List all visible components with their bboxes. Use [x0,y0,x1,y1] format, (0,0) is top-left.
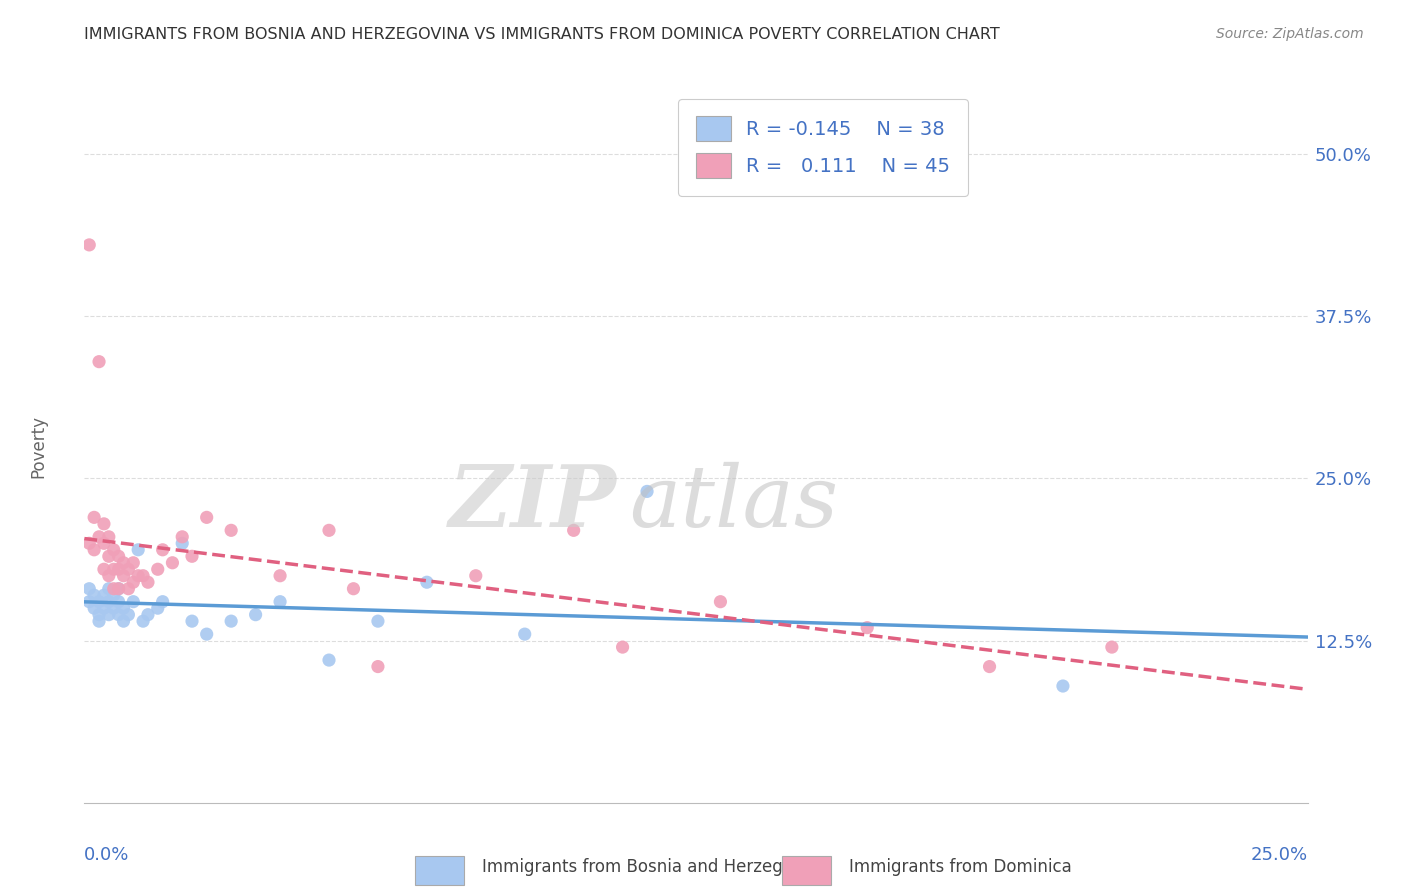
Point [318,524,340,538]
Point [269,595,291,609]
Point [77,238,100,252]
Point [112,568,135,582]
Point [93,536,115,550]
Point [122,575,145,590]
Point [127,568,149,582]
Point [87,595,110,609]
Point [93,516,115,531]
Point [152,542,174,557]
FancyBboxPatch shape [415,856,464,885]
Point [77,595,100,609]
Point [162,556,184,570]
Point [181,549,204,564]
Point [122,556,145,570]
Point [172,530,194,544]
Point [107,607,129,622]
Point [77,582,100,596]
Point [117,582,139,596]
Point [87,607,110,622]
Text: Poverty: Poverty [30,415,48,477]
Point [709,595,731,609]
Point [97,582,120,596]
Point [136,575,159,590]
Point [112,601,135,615]
FancyBboxPatch shape [782,856,831,885]
Point [97,568,120,582]
Point [195,510,218,524]
Point [117,607,139,622]
Point [83,542,105,557]
Point [612,640,634,654]
Text: Source: ZipAtlas.com: Source: ZipAtlas.com [1216,27,1364,41]
Text: IMMIGRANTS FROM BOSNIA AND HERZEGOVINA VS IMMIGRANTS FROM DOMINICA POVERTY CORRE: IMMIGRANTS FROM BOSNIA AND HERZEGOVINA V… [84,27,1000,42]
Point [103,588,125,602]
Point [181,614,204,628]
Point [245,607,267,622]
Point [1101,640,1123,654]
Point [152,595,174,609]
Point [367,659,389,673]
Point [219,614,242,628]
Point [513,627,536,641]
Point [83,588,105,602]
Point [856,621,879,635]
Point [132,614,155,628]
Point [132,568,155,582]
Point [103,562,125,576]
Point [97,595,120,609]
Point [87,530,110,544]
Point [172,536,194,550]
Point [103,601,125,615]
Point [93,588,115,602]
Point [342,582,364,596]
Point [269,568,291,582]
Point [122,595,145,609]
Point [112,614,135,628]
Point [979,659,1001,673]
Point [1052,679,1074,693]
Point [146,562,169,576]
Point [93,562,115,576]
Point [87,614,110,628]
Point [97,530,120,544]
Point [127,542,149,557]
Point [195,627,218,641]
Point [77,536,100,550]
Point [97,549,120,564]
Text: 0.0%: 0.0% [84,846,129,863]
Point [416,575,439,590]
Text: atlas: atlas [628,462,838,544]
Point [83,601,105,615]
Point [318,653,340,667]
Text: Immigrants from Bosnia and Herzegovina: Immigrants from Bosnia and Herzegovina [482,858,828,876]
Point [107,549,129,564]
Point [562,524,585,538]
Point [93,601,115,615]
Point [146,601,169,615]
Point [107,582,129,596]
Point [367,614,389,628]
Point [103,542,125,557]
Point [136,607,159,622]
Point [464,568,486,582]
Point [83,510,105,524]
Point [87,354,110,368]
Point [117,562,139,576]
Text: Immigrants from Dominica: Immigrants from Dominica [849,858,1071,876]
Point [107,562,129,576]
Point [636,484,658,499]
Legend: R = -0.145    N = 38, R =   0.111    N = 45: R = -0.145 N = 38, R = 0.111 N = 45 [678,99,967,195]
Point [219,524,242,538]
Text: 25.0%: 25.0% [1250,846,1308,863]
Point [103,582,125,596]
Text: ZIP: ZIP [449,461,616,545]
Point [97,607,120,622]
Point [107,582,129,596]
Point [107,595,129,609]
Point [112,556,135,570]
